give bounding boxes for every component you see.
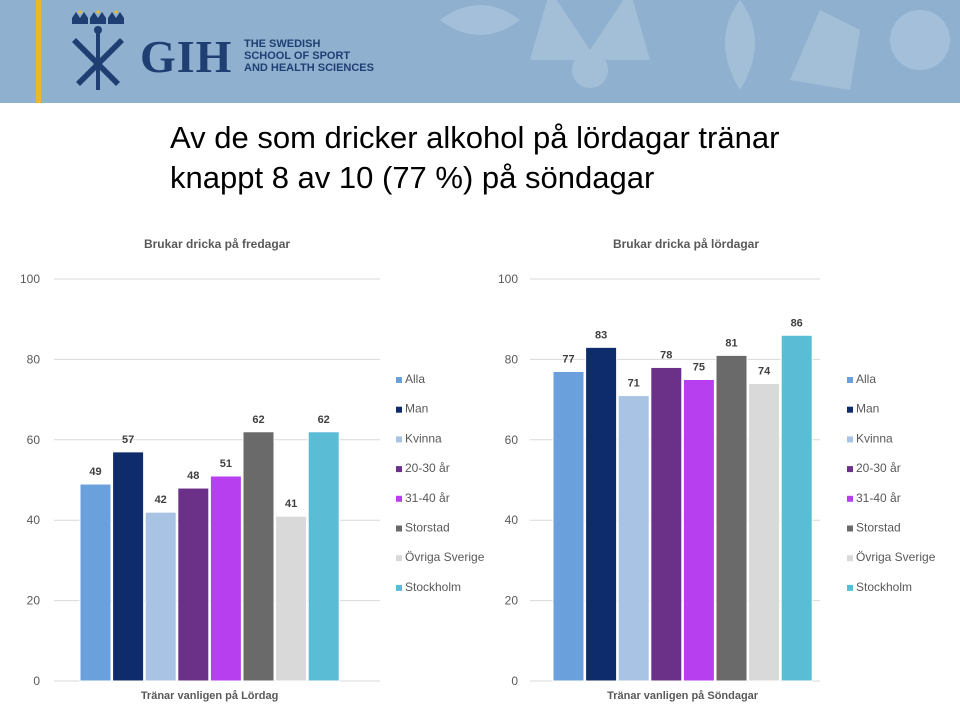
legend-swatch bbox=[847, 436, 853, 443]
legend-entry: Stockholm bbox=[405, 580, 461, 594]
data-label: 83 bbox=[595, 329, 607, 341]
bar-2 bbox=[585, 346, 618, 682]
data-label: 81 bbox=[725, 337, 737, 349]
chart-title: Brukar dricka på lördagar bbox=[613, 237, 759, 251]
data-label: 74 bbox=[758, 366, 771, 378]
bar-4 bbox=[650, 366, 683, 682]
bar-5 bbox=[209, 475, 242, 682]
crown-watermark-icon bbox=[440, 0, 950, 90]
slide-title-line: Av de som dricker alkohol på lördagar tr… bbox=[170, 120, 780, 155]
legend-swatch bbox=[847, 495, 853, 502]
y-tick-label: 20 bbox=[27, 594, 41, 608]
legend-entry: 20-30 år bbox=[856, 461, 901, 475]
legend-entry: 20-30 år bbox=[405, 461, 450, 475]
data-label: 71 bbox=[628, 378, 640, 390]
data-label: 78 bbox=[660, 349, 672, 361]
legend-swatch bbox=[847, 525, 853, 532]
y-tick-label: 20 bbox=[505, 594, 519, 608]
legend-entry: Storstad bbox=[405, 521, 450, 535]
bar-8 bbox=[780, 334, 813, 682]
legend-swatch bbox=[847, 466, 853, 473]
slide-title: Av de som dricker alkohol på lördagar tr… bbox=[170, 118, 930, 198]
school-name: THE SWEDISH SCHOOL OF SPORT AND HEALTH S… bbox=[244, 38, 384, 74]
data-label: 48 bbox=[187, 470, 199, 482]
legend-entry: Alla bbox=[405, 372, 425, 386]
bar-3 bbox=[144, 511, 177, 682]
legend-entry: 31-40 år bbox=[856, 491, 901, 505]
header-banner: GIH THE SWEDISH SCHOOL OF SPORT AND HEAL… bbox=[0, 0, 960, 103]
y-tick-label: 100 bbox=[20, 272, 40, 286]
school-name-line: SCHOOL OF SPORT bbox=[244, 50, 351, 62]
data-label: 62 bbox=[252, 414, 264, 426]
legend-entry: Stockholm bbox=[856, 580, 912, 594]
legend-swatch bbox=[396, 466, 402, 473]
bar-5 bbox=[682, 379, 715, 682]
legend-swatch bbox=[396, 495, 402, 502]
y-tick-label: 0 bbox=[511, 674, 518, 688]
data-label: 77 bbox=[562, 353, 574, 365]
school-name-line: THE SWEDISH bbox=[244, 38, 321, 50]
legend-entry: Övriga Sverige bbox=[405, 550, 485, 564]
legend-entry: Man bbox=[405, 402, 428, 416]
legend-swatch bbox=[847, 555, 853, 562]
legend-swatch bbox=[396, 584, 402, 591]
logo-wordmark: GIH bbox=[140, 31, 233, 82]
accent-bar bbox=[36, 0, 41, 103]
bar-7 bbox=[748, 383, 781, 682]
y-tick-label: 0 bbox=[33, 674, 40, 688]
legend-swatch bbox=[396, 377, 402, 383]
data-label: 41 bbox=[285, 498, 297, 510]
bar-1 bbox=[79, 483, 112, 682]
y-tick-label: 40 bbox=[505, 513, 519, 527]
y-tick-label: 60 bbox=[505, 433, 519, 447]
data-label: 49 bbox=[89, 466, 101, 478]
data-label: 42 bbox=[155, 494, 167, 506]
data-label: 51 bbox=[220, 458, 232, 470]
legend-swatch bbox=[847, 406, 853, 413]
y-tick-label: 60 bbox=[27, 433, 41, 447]
school-name-line: AND HEALTH SCIENCES bbox=[244, 62, 374, 74]
legend-swatch bbox=[396, 525, 402, 532]
y-tick-label: 80 bbox=[505, 352, 519, 366]
y-tick-label: 40 bbox=[27, 513, 41, 527]
data-label: 57 bbox=[122, 434, 134, 446]
legend-swatch bbox=[396, 555, 402, 562]
y-tick-label: 80 bbox=[27, 352, 41, 366]
legend-entry: Alla bbox=[856, 372, 876, 386]
bar-6 bbox=[242, 431, 275, 682]
legend-entry: Övriga Sverige bbox=[856, 550, 936, 564]
x-axis-label: Tränar vanligen på Söndagar bbox=[607, 690, 759, 702]
bar-4 bbox=[177, 487, 210, 682]
y-tick-label: 100 bbox=[498, 272, 518, 286]
legend-entry: Kvinna bbox=[856, 431, 893, 445]
data-label: 75 bbox=[693, 362, 705, 374]
bar-1 bbox=[552, 370, 585, 682]
data-label: 62 bbox=[318, 414, 330, 426]
legend-swatch bbox=[847, 584, 853, 591]
data-label: 86 bbox=[791, 317, 803, 329]
bar-2 bbox=[112, 451, 145, 682]
legend-entry: 31-40 år bbox=[405, 491, 450, 505]
charts-area: Brukar dricka på fredagar 0 20 40 60 80 100 49 5… bbox=[20, 237, 936, 702]
bar-7 bbox=[275, 515, 308, 682]
legend-swatch bbox=[847, 377, 853, 383]
legend-swatch bbox=[396, 436, 402, 443]
x-axis-label: Tränar vanligen på Lördag bbox=[141, 690, 279, 702]
bar-8 bbox=[307, 431, 340, 682]
legend-entry: Storstad bbox=[856, 521, 901, 535]
legend-swatch bbox=[396, 406, 402, 413]
bar-6 bbox=[715, 354, 748, 682]
legend-entry: Man bbox=[856, 402, 879, 416]
legend-entry: Kvinna bbox=[405, 431, 442, 445]
slide-title-line: knappt 8 av 10 (77 %) på söndagar bbox=[170, 160, 655, 195]
chart-title: Brukar dricka på fredagar bbox=[144, 237, 290, 251]
bar-3 bbox=[617, 395, 650, 682]
crowns-crest-icon bbox=[72, 10, 124, 90]
